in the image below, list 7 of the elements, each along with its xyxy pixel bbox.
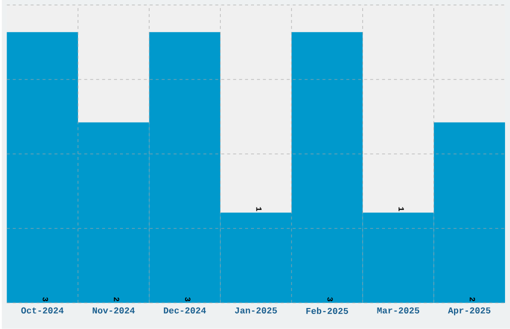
x-tick-label: Apr-2025 — [448, 308, 490, 316]
x-tick-label: Mar-2025 — [377, 308, 420, 314]
x-tick-label: Oct-2024 — [21, 308, 64, 314]
x-tick-label: Dec-2024 — [164, 308, 206, 314]
x-tick-label: Jan-2025 — [234, 308, 277, 314]
x-tick-label: Nov-2024 — [92, 308, 135, 314]
x-tick-label: Feb-2025 — [306, 308, 348, 314]
